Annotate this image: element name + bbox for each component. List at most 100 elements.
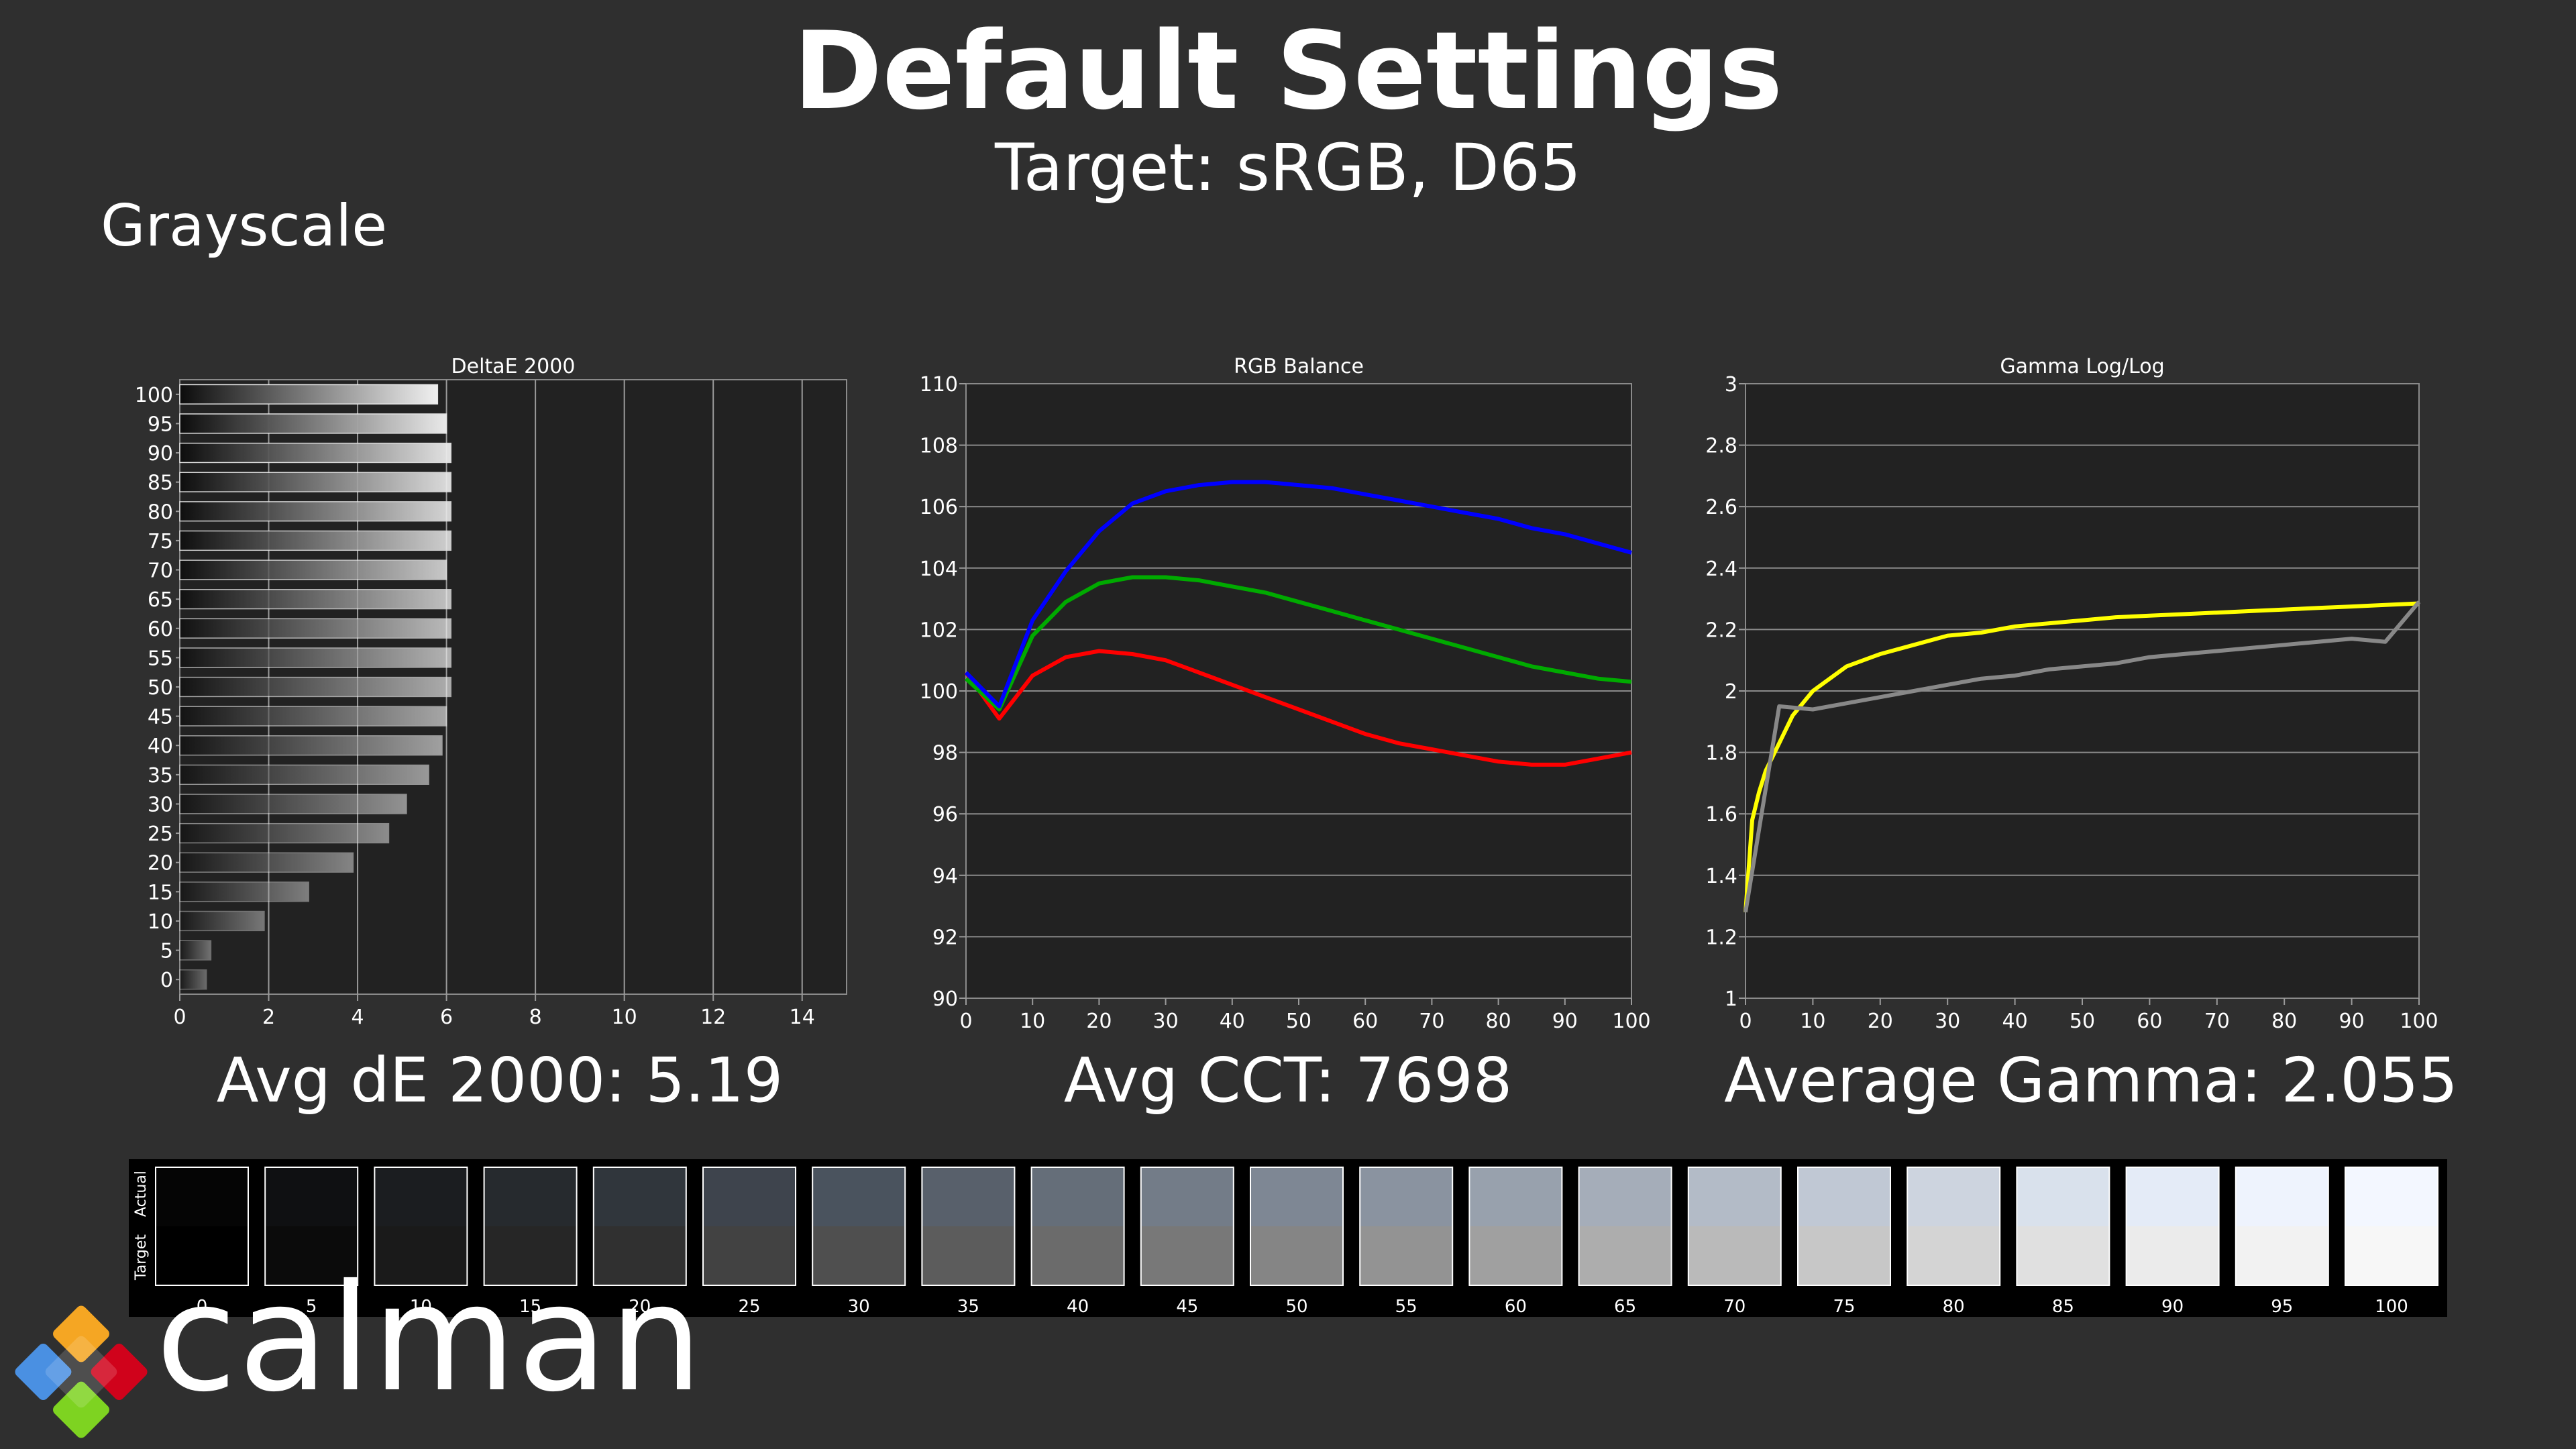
delta-e-bar bbox=[179, 676, 451, 698]
gamma-x-tick-label: 80 bbox=[2271, 1010, 2297, 1033]
rgb-balance-x-tick-label: 30 bbox=[1153, 1010, 1179, 1033]
delta-e-category-label: 65 bbox=[148, 588, 173, 612]
swatch-target bbox=[1907, 1226, 2000, 1285]
gamma-y-tick-label: 1 bbox=[1725, 987, 1737, 1011]
swatch-target bbox=[1798, 1226, 1890, 1285]
delta-e-category-label: 100 bbox=[135, 384, 173, 407]
delta-e-category-label: 70 bbox=[148, 559, 173, 583]
gamma-series-line bbox=[1743, 601, 2420, 913]
swatch-target bbox=[374, 1226, 468, 1285]
gamma-y-tick-label: 2.2 bbox=[1705, 619, 1737, 642]
rgb-balance-x-tick-label: 90 bbox=[1552, 1010, 1578, 1033]
swatch-level-label: 30 bbox=[848, 1297, 870, 1317]
swatch-target bbox=[2345, 1226, 2438, 1285]
swatch-border bbox=[155, 1167, 249, 1286]
swatch-border bbox=[1578, 1167, 1672, 1286]
rgb-balance-y-tick-label: 96 bbox=[932, 803, 958, 826]
swatch-level-label: 15 bbox=[519, 1297, 541, 1317]
swatch-level-label: 45 bbox=[1176, 1297, 1198, 1317]
delta-e-bar bbox=[179, 910, 265, 932]
delta-e-category-label: 30 bbox=[148, 793, 173, 816]
gamma-x-tick-label: 40 bbox=[2002, 1010, 2028, 1033]
swatch-level-label: 80 bbox=[1943, 1297, 1965, 1317]
delta-e-bar bbox=[179, 794, 407, 814]
swatch-actual bbox=[1360, 1167, 1453, 1226]
gamma-x-tick-label: 60 bbox=[2137, 1010, 2162, 1033]
swatch-actual bbox=[703, 1167, 796, 1226]
gamma-series-line bbox=[1743, 600, 2421, 913]
rgb-balance-x-tick-label: 20 bbox=[1086, 1010, 1112, 1033]
rgb-balance-y-tick-label: 92 bbox=[932, 926, 958, 949]
delta-e-x-tick-label: 10 bbox=[612, 1006, 637, 1029]
delta-e-category-label: 75 bbox=[148, 530, 173, 553]
section-heading: Grayscale bbox=[101, 193, 388, 260]
delta-e-category-label: 55 bbox=[148, 647, 173, 670]
swatch-border bbox=[702, 1167, 796, 1286]
rgb-balance-y-tick-label: 106 bbox=[920, 496, 958, 519]
swatch-actual bbox=[2235, 1167, 2328, 1226]
swatch-target bbox=[2017, 1226, 2110, 1285]
delta-e-category-label: 95 bbox=[148, 413, 173, 436]
rgb-balance-y-tick-label: 94 bbox=[932, 865, 958, 888]
gamma-x-tick-label: 20 bbox=[1868, 1010, 1893, 1033]
swatch-target bbox=[1031, 1226, 1124, 1285]
gamma-x-tick-label: 50 bbox=[2070, 1010, 2095, 1033]
swatch-level-label: 65 bbox=[1614, 1297, 1636, 1317]
swatch-level-label: 35 bbox=[957, 1297, 979, 1317]
swatch-level-label: 85 bbox=[2052, 1297, 2074, 1317]
swatch-level-label: 55 bbox=[1395, 1297, 1417, 1317]
swatch-target bbox=[1578, 1226, 1672, 1285]
delta-e-bar bbox=[179, 413, 447, 434]
swatch-target bbox=[1250, 1226, 1343, 1285]
gamma-x-tick-label: 10 bbox=[1800, 1010, 1825, 1033]
swatch-target bbox=[265, 1226, 358, 1285]
swatch-border bbox=[374, 1167, 468, 1286]
gamma-y-tick-label: 2.4 bbox=[1705, 557, 1737, 581]
gamma-title: Gamma Log/Log bbox=[2000, 355, 2164, 378]
swatch-target bbox=[922, 1226, 1015, 1285]
swatch-target bbox=[2126, 1226, 2219, 1285]
swatch-target bbox=[1688, 1226, 1781, 1285]
swatch-target bbox=[1140, 1226, 1234, 1285]
gamma-x-tick-label: 0 bbox=[1739, 1010, 1752, 1033]
swatch-border bbox=[1140, 1167, 1234, 1286]
swatch-actual bbox=[812, 1167, 906, 1226]
delta-e-category-label: 25 bbox=[148, 822, 173, 846]
swatch-level-label: 5 bbox=[306, 1297, 317, 1317]
swatch-border bbox=[2125, 1167, 2220, 1286]
rgb-balance-x-tick-label: 50 bbox=[1286, 1010, 1311, 1033]
delta-e-bar bbox=[179, 852, 354, 873]
rgb-balance-x-tick-label: 80 bbox=[1486, 1010, 1511, 1033]
delta-e-bar bbox=[179, 588, 451, 610]
swatch-border bbox=[592, 1167, 687, 1286]
swatch-canvas: 0 5 10 15 20 25 30 35 40 45 50 55 60 65 70 75 80 85 90 95 10… bbox=[155, 1167, 2438, 1317]
delta-e-category-label: 60 bbox=[148, 618, 173, 641]
swatch-border bbox=[2235, 1167, 2329, 1286]
gamma-y-tick-label: 3 bbox=[1725, 373, 1737, 396]
swatch-actual bbox=[1907, 1167, 2000, 1226]
swatch-level-label: 75 bbox=[1833, 1297, 1855, 1317]
swatch-actual bbox=[922, 1167, 1015, 1226]
swatch-target bbox=[156, 1226, 248, 1285]
gamma-y-tick-label: 2 bbox=[1725, 680, 1737, 704]
delta-e-x-tick-label: 14 bbox=[790, 1006, 815, 1029]
delta-e-x-tick-label: 8 bbox=[529, 1006, 542, 1029]
delta-e-x-tick-label: 6 bbox=[440, 1006, 453, 1029]
swatch-border bbox=[1687, 1167, 1782, 1286]
delta-e-x-tick-label: 0 bbox=[173, 1006, 186, 1029]
swatch-actual bbox=[2126, 1167, 2219, 1226]
rgb-balance-series-line bbox=[964, 575, 1632, 712]
delta-e-bar bbox=[179, 764, 429, 786]
swatch-level-label: 70 bbox=[1723, 1297, 1746, 1317]
rgb-balance-x-tick-label: 60 bbox=[1352, 1010, 1378, 1033]
rgb-balance-series-line bbox=[964, 649, 1632, 767]
rgb-balance-series-line bbox=[964, 480, 1632, 708]
gamma-y-tick-label: 1.6 bbox=[1705, 803, 1737, 826]
calman-diamond-logo-icon bbox=[15, 1305, 148, 1438]
delta-e-category-label: 85 bbox=[148, 472, 173, 495]
swatch-target bbox=[703, 1226, 796, 1285]
swatch-actual bbox=[1031, 1167, 1124, 1226]
rgb-balance-y-tick-label: 110 bbox=[920, 373, 958, 396]
delta-e-category-label: 80 bbox=[148, 500, 173, 524]
swatch-actual bbox=[593, 1167, 686, 1226]
